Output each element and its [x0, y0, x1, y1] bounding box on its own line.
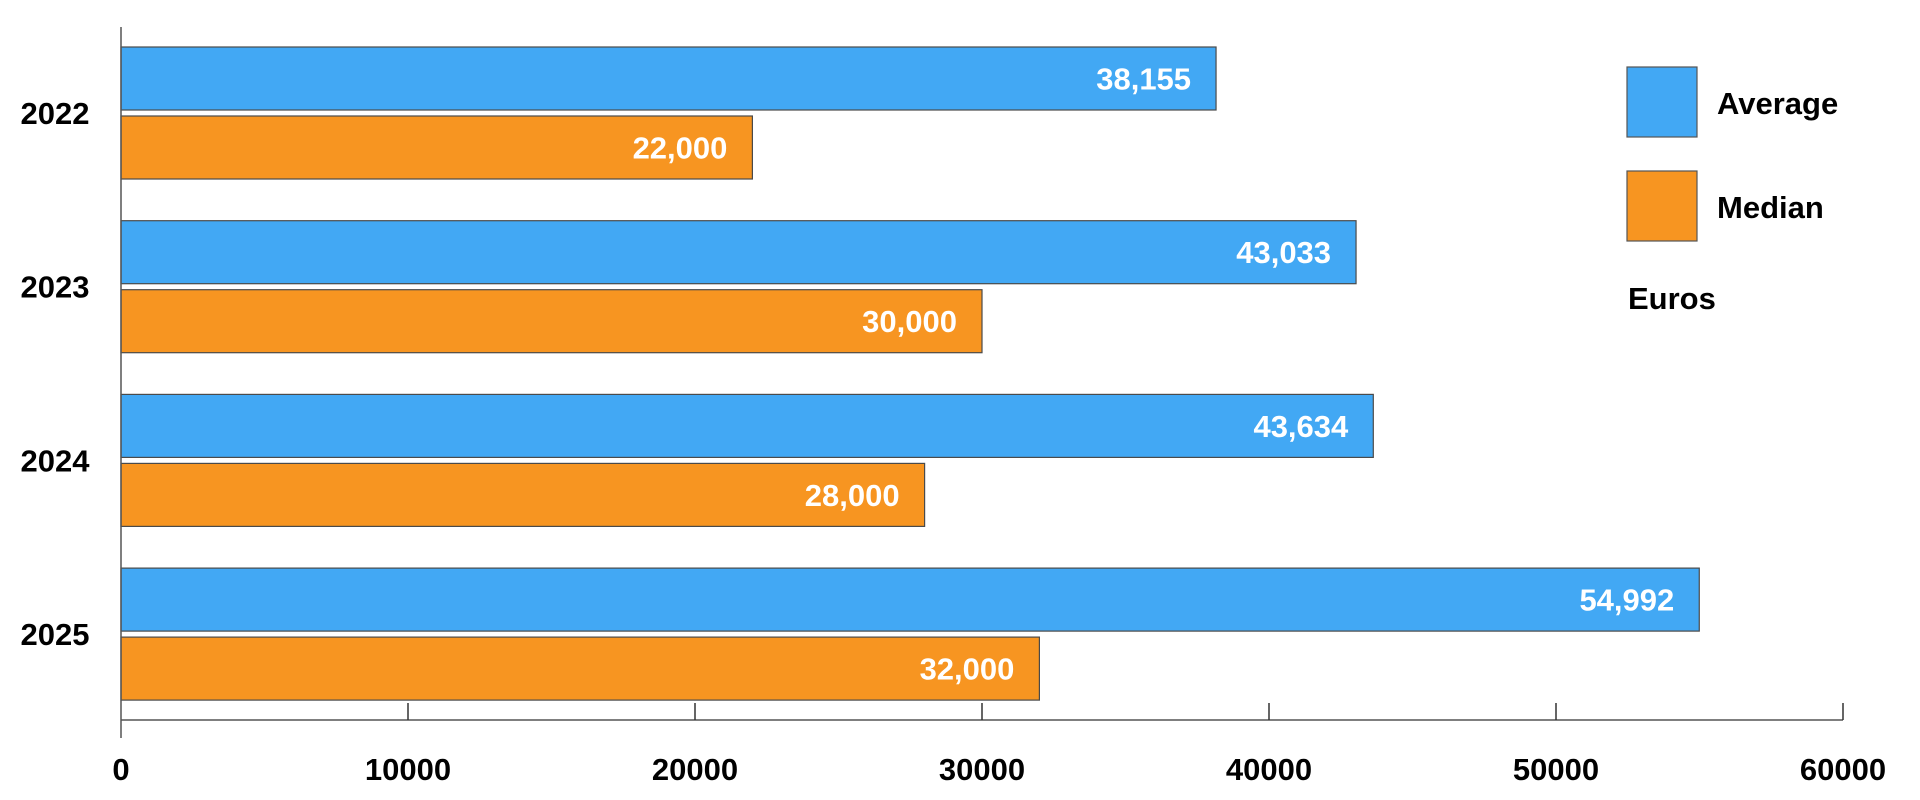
data-label: 22,000: [633, 131, 728, 166]
y-tick-label: 2024: [21, 443, 91, 478]
bar-average-2025: [120, 567, 1700, 632]
legend-swatch-median: [1626, 170, 1698, 242]
y-tick-label: 2023: [21, 270, 90, 305]
data-label: 43,634: [1253, 409, 1349, 444]
data-label: 54,992: [1579, 583, 1674, 618]
y-tick-label: 2022: [21, 96, 90, 131]
data-label: 28,000: [805, 478, 900, 513]
x-tick-label: 50000: [1513, 752, 1599, 787]
legend-swatch-average: [1626, 66, 1698, 138]
bar-average-2022: [120, 46, 1217, 111]
x-tick-label: 0: [112, 752, 129, 787]
x-tick-label: 20000: [652, 752, 738, 787]
bar-median-2023: [120, 289, 983, 354]
bar-median-2024: [120, 462, 926, 527]
x-tick-label: 60000: [1800, 752, 1886, 787]
data-label: 43,033: [1236, 235, 1331, 270]
x-tick-label: 30000: [939, 752, 1025, 787]
data-label: 32,000: [920, 652, 1015, 687]
x-tick-label: 40000: [1226, 752, 1312, 787]
bar-median-2022: [120, 115, 754, 180]
legend-unit-note: Euros: [1628, 281, 1716, 316]
data-label: 38,155: [1096, 62, 1191, 97]
y-tick-label: 2025: [21, 617, 90, 652]
legend-label-median: Median: [1717, 190, 1824, 225]
legend-label-average: Average: [1717, 86, 1838, 121]
bar-average-2023: [120, 220, 1357, 285]
bar-average-2024: [120, 393, 1374, 458]
x-tick-label: 10000: [365, 752, 451, 787]
data-label: 30,000: [862, 304, 957, 339]
bar-median-2025: [120, 636, 1041, 701]
